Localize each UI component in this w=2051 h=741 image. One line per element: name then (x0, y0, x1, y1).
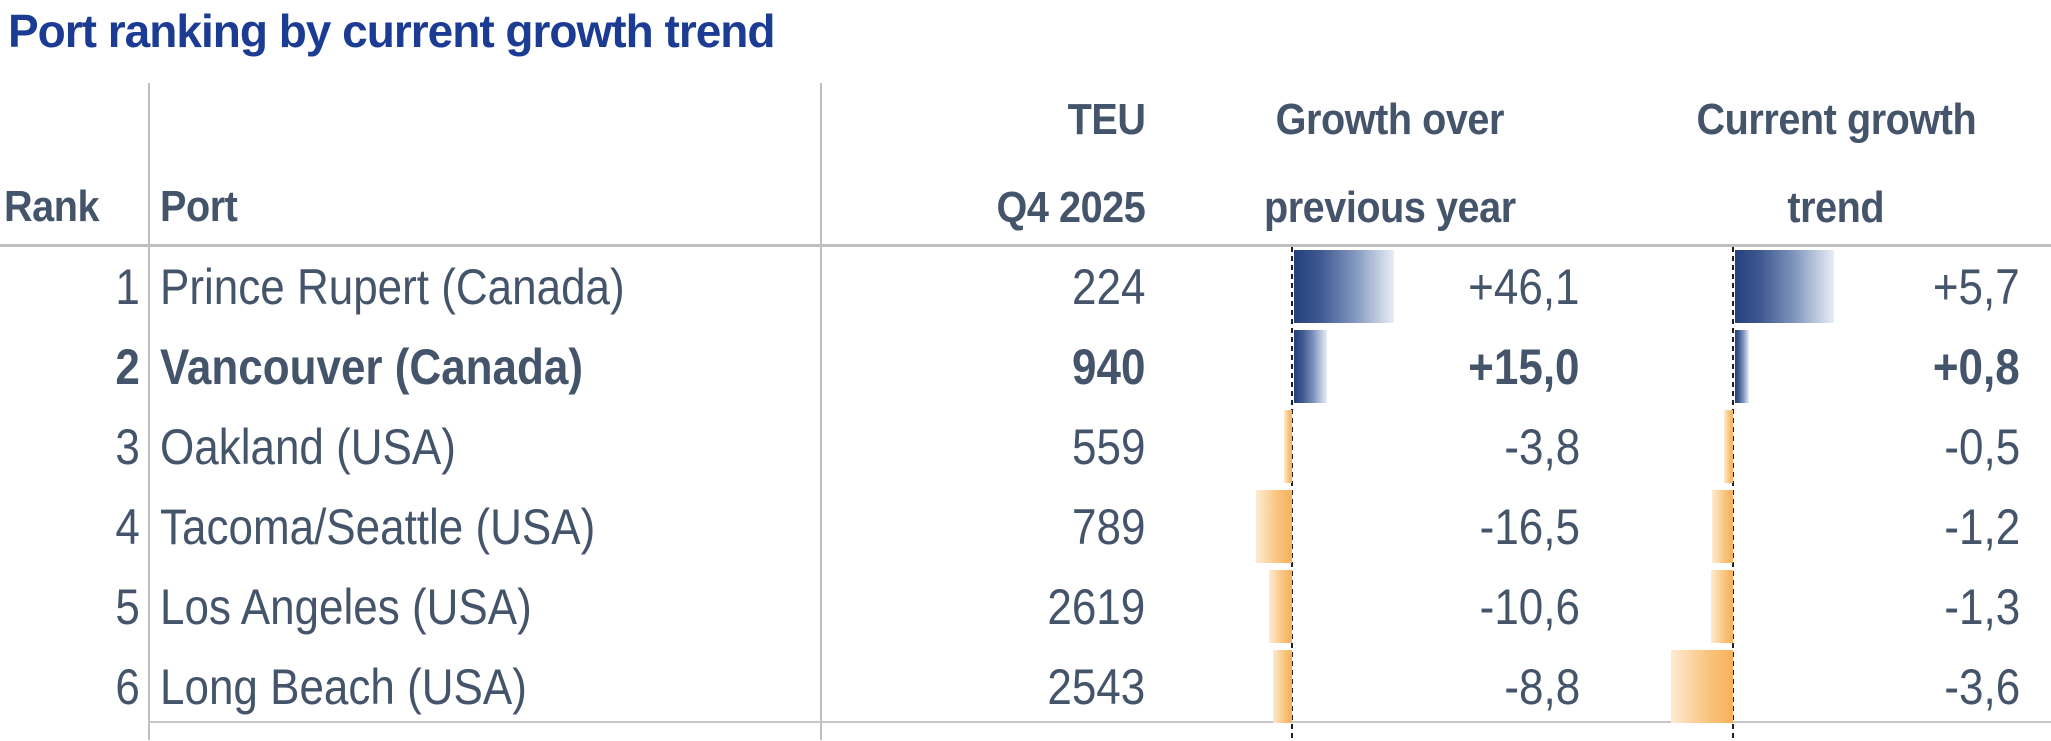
trend-value: -1,2 (1944, 499, 2020, 555)
header-current-growth-trend: Current growth trend (1696, 95, 1976, 232)
header-rank: Rank (4, 182, 100, 231)
growth-value: -3,8 (1504, 419, 1580, 475)
trend-value: -0,5 (1944, 419, 2020, 475)
rank-cell: 2 (115, 339, 140, 395)
growth-bar (1294, 250, 1395, 323)
growth-bar (1294, 330, 1327, 403)
column-divider-port-teu (820, 83, 822, 740)
table-row: 3 Oakland (USA) 559 -3,8 -0,5 (0, 407, 2051, 487)
port-cell: Prince Rupert (Canada) (160, 259, 625, 315)
trend-value: +0,8 (1933, 339, 2020, 395)
column-divider-rank-port (148, 83, 150, 740)
port-cell: Oakland (USA) (160, 419, 456, 475)
table-row: 1 Prince Rupert (Canada) 224 +46,1 +5,7 (0, 247, 2051, 327)
trend-bar (1712, 490, 1733, 563)
growth-value: +15,0 (1468, 339, 1580, 395)
trend-bar (1670, 650, 1733, 723)
rank-cell: 4 (115, 499, 140, 555)
table-row: 6 Long Beach (USA) 2543 -8,8 -3,6 (0, 647, 2051, 727)
header-port: Port (160, 182, 238, 231)
trend-value: +5,7 (1933, 259, 2020, 315)
trend-bar (1724, 410, 1733, 483)
port-cell: Vancouver (Canada) (160, 339, 584, 395)
port-cell: Los Angeles (USA) (160, 579, 532, 635)
teu-cell: 2543 (1047, 659, 1145, 715)
growth-value: +46,1 (1468, 259, 1580, 315)
header-growth-over-previous-year: Growth over previous year (1264, 95, 1516, 232)
rank-cell: 1 (115, 259, 140, 315)
port-cell: Long Beach (USA) (160, 659, 527, 715)
table-row: 5 Los Angeles (USA) 2619 -10,6 -1,3 (0, 567, 2051, 647)
growth-value: -16,5 (1479, 499, 1580, 555)
growth-bar (1256, 490, 1292, 563)
teu-cell: 2619 (1047, 579, 1145, 635)
teu-cell: 224 (1071, 259, 1145, 315)
trend-bar (1710, 570, 1733, 643)
page-title: Port ranking by current growth trend (8, 5, 776, 57)
table-row: 2 Vancouver (Canada) 940 +15,0 +0,8 (0, 327, 2051, 407)
growth-bar (1272, 650, 1292, 723)
growth-bar (1283, 410, 1292, 483)
header-separator-line (0, 244, 2051, 247)
header-teu: TEU Q4 2025 (996, 95, 1145, 232)
growth-value: -10,6 (1479, 579, 1580, 635)
trend-zero-baseline (1732, 247, 1734, 739)
trend-value: -1,3 (1944, 579, 2020, 635)
growth-bar (1268, 570, 1292, 643)
trend-value: -3,6 (1944, 659, 2020, 715)
table-bottom-line (148, 721, 2051, 723)
port-cell: Tacoma/Seattle (USA) (160, 499, 596, 555)
teu-cell: 789 (1071, 499, 1145, 555)
trend-bar (1735, 330, 1749, 403)
rank-cell: 3 (115, 419, 140, 475)
growth-value: -8,8 (1504, 659, 1580, 715)
teu-cell: 559 (1071, 419, 1145, 475)
rank-cell: 6 (115, 659, 140, 715)
trend-bar (1735, 250, 1834, 323)
teu-cell: 940 (1071, 339, 1145, 395)
table-row: 4 Tacoma/Seattle (USA) 789 -16,5 -1,2 (0, 487, 2051, 567)
rank-cell: 5 (115, 579, 140, 635)
growth-zero-baseline (1291, 247, 1293, 739)
